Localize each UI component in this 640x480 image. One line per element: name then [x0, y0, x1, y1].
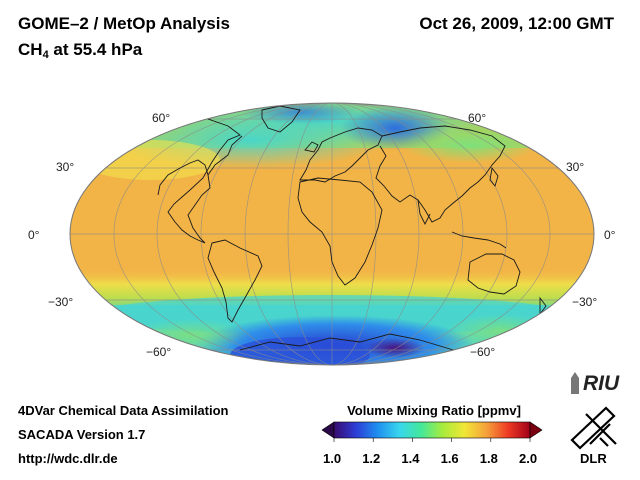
colorbar-low-arrow — [321, 421, 335, 439]
coastlines — [149, 105, 547, 353]
lat-label-right-30: 30° — [566, 160, 585, 174]
colorbar-tick-label: 2.0 — [519, 451, 538, 466]
lat-label-left-30: 30° — [56, 160, 75, 174]
lat-label-left-minus60: −60° — [146, 345, 172, 359]
lat-label-left-0: 0° — [28, 228, 40, 242]
dlr-logo-text: DLR — [580, 451, 607, 466]
footer-method: 4DVar Chemical Data Assimilation — [18, 403, 229, 418]
riu-logo: RIU — [568, 372, 619, 396]
colorbar-title: Volume Mixing Ratio [ppmv] — [347, 403, 521, 418]
riu-logo-mark — [571, 372, 579, 394]
colorbar-tick-label: 1.6 — [440, 451, 459, 466]
lat-label-right-0: 0° — [604, 228, 616, 242]
colorbar-tick-label: 1.0 — [323, 451, 342, 466]
analysis-datetime: Oct 26, 2009, 12:00 GMT — [419, 14, 614, 33]
lat-label-right-minus30: −30° — [572, 295, 598, 309]
colorbar-tick-label: 1.8 — [479, 451, 498, 466]
riu-logo-text: RIU — [583, 372, 620, 395]
species-name: CH — [18, 40, 43, 59]
dlr-logo-mark — [570, 406, 617, 450]
footer-version: SACADA Version 1.7 — [18, 427, 146, 442]
map-title: GOME–2 / MetOp Analysis — [18, 14, 230, 33]
lat-label-left-60: 60° — [152, 111, 171, 125]
graticule — [70, 103, 594, 365]
colorbar-tick-label: 1.2 — [362, 451, 381, 466]
footer-url[interactable]: http://wdc.dlr.de — [18, 451, 118, 466]
pressure-level: at 55.4 hPa — [48, 40, 143, 59]
species-subscript: 4 — [42, 49, 49, 61]
colorbar-bar — [333, 421, 531, 439]
colorbar-tick-label: 1.4 — [401, 451, 420, 466]
colorbar-high-arrow — [529, 421, 543, 439]
lat-label-right-minus60: −60° — [470, 345, 496, 359]
lat-label-left-minus30: −30° — [48, 295, 74, 309]
lat-label-right-60: 60° — [468, 111, 487, 125]
map-subtitle: CH4 at 55.4 hPa — [18, 40, 142, 61]
